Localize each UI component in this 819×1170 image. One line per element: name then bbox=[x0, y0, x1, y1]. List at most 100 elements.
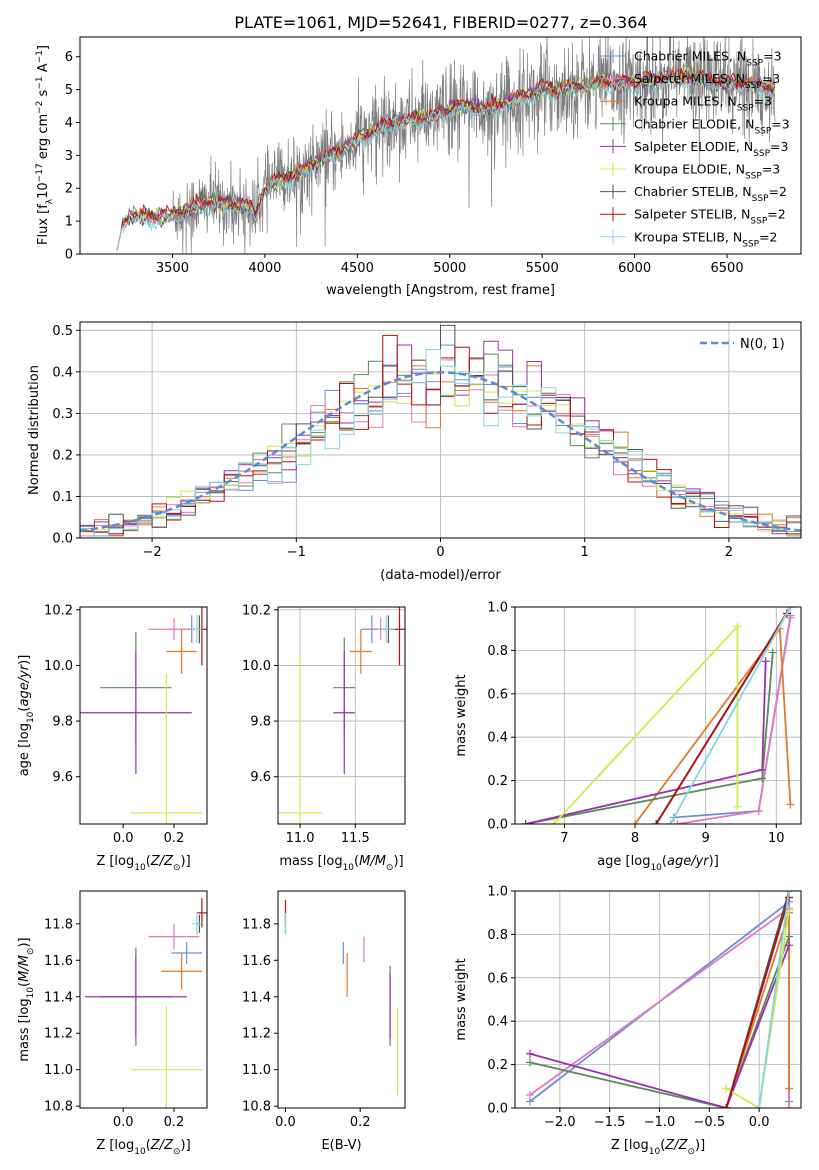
y-tick-label: 2 bbox=[65, 182, 73, 197]
x-tick-label: −1.0 bbox=[644, 1115, 676, 1130]
errorbar-point bbox=[130, 1005, 202, 1108]
label-part: Kroupa STELIB, N bbox=[634, 229, 742, 244]
legend-entry: Chabrier STELIB, NSSP=2 bbox=[634, 184, 787, 204]
y-axis-label: age [log10(age/yr)] bbox=[17, 655, 36, 777]
label-part: age/yr bbox=[667, 854, 710, 869]
label-part: Salpeter ELODIE, N bbox=[634, 139, 753, 154]
y-tick-label: 1 bbox=[65, 215, 73, 230]
label-part: −17 bbox=[35, 163, 45, 182]
y-tick-label: 3 bbox=[65, 149, 73, 164]
y-tick-label: 0.0 bbox=[487, 1102, 508, 1117]
legend-entry: Salpeter STELIB, NSSP=2 bbox=[634, 207, 786, 227]
residual-histogram-step bbox=[80, 334, 801, 535]
y-tick-label: 9.8 bbox=[250, 715, 271, 730]
label-part: 10 bbox=[36, 182, 51, 199]
weight-series-line bbox=[529, 936, 790, 1108]
label-part: SSP bbox=[742, 239, 759, 249]
y-tick-label: 10.8 bbox=[242, 1100, 271, 1115]
errorbar-point bbox=[349, 629, 372, 674]
y-tick-label: 11.4 bbox=[44, 990, 73, 1005]
y-tick-label: 4 bbox=[65, 116, 73, 131]
label-part: ] bbox=[36, 45, 51, 50]
y-tick-label: 0.0 bbox=[487, 818, 508, 833]
label-part: )] bbox=[181, 854, 191, 869]
y-tick-label: 10.0 bbox=[44, 659, 73, 674]
y-tick-label: 11.4 bbox=[242, 990, 271, 1005]
label-part: )] bbox=[181, 1138, 191, 1153]
x-tick-label: 10 bbox=[768, 831, 785, 846]
weight-series-line bbox=[758, 891, 790, 1108]
axes-mass_vs_ebv: 0.0 0.2 10.8 11.0 11.2 11.4 11.6 11.8 E(B-V) bbox=[242, 890, 406, 1153]
y-tick-label: 0.2 bbox=[52, 448, 73, 463]
weight-series-line bbox=[525, 661, 767, 824]
plot-area bbox=[116, 37, 776, 254]
label-part: SSP bbox=[745, 172, 762, 182]
legend-entry: N(0, 1) bbox=[740, 337, 785, 352]
x-tick-label: 4500 bbox=[341, 261, 374, 276]
errorbar-point bbox=[191, 615, 202, 644]
y-axis-label: mass [log10(M/M⊙)] bbox=[17, 937, 36, 1061]
weight-marker bbox=[673, 820, 682, 824]
y-tick-label: 11.8 bbox=[242, 917, 271, 932]
label-part: ⊙ bbox=[26, 948, 36, 956]
label-part: ( bbox=[146, 1138, 151, 1153]
plot-area bbox=[80, 607, 207, 824]
label-part: −1 bbox=[35, 50, 45, 63]
x-tick-label: 11.0 bbox=[286, 831, 315, 846]
label-part: =2 bbox=[767, 207, 785, 222]
label-part: 10 bbox=[134, 863, 146, 873]
label-part: 10 bbox=[649, 1147, 661, 1157]
label-part: Z/Z bbox=[664, 1138, 688, 1153]
x-tick-label: 9 bbox=[702, 831, 710, 846]
x-tick-label: 5500 bbox=[526, 261, 559, 276]
x-tick-label: 1 bbox=[581, 545, 589, 560]
label-part: ⊙ bbox=[386, 863, 394, 873]
errorbar-point bbox=[85, 956, 187, 1037]
axes-weight_vs_Z: −2.0 −1.5 −1.0 −0.5 0.0 0.0 0.2 0.4 0.6 0.8 1.0 Z [… bbox=[454, 885, 802, 1157]
y-tick-label: 0.5 bbox=[52, 324, 73, 339]
y-tick-label: 10.2 bbox=[242, 603, 271, 618]
x-tick-label: 0.0 bbox=[113, 1115, 134, 1130]
y-tick-label: 6 bbox=[65, 50, 73, 65]
axes-frame bbox=[277, 606, 406, 825]
x-tick-label: 4000 bbox=[248, 261, 281, 276]
weight-marker bbox=[722, 1104, 731, 1108]
weight-marker bbox=[549, 820, 558, 824]
weight-series-line bbox=[553, 624, 739, 824]
weight-marker bbox=[652, 820, 661, 824]
weight-marker bbox=[521, 820, 530, 824]
weight-marker bbox=[761, 657, 770, 666]
plot-area bbox=[85, 898, 207, 1108]
x-tick-label: 0.2 bbox=[164, 1115, 185, 1130]
x-tick-label: 7 bbox=[560, 831, 568, 846]
x-axis-label: wavelength [Angstrom, rest frame] bbox=[326, 283, 555, 298]
axes-age_vs_Z: 0.0 0.29.69.810.010.2Z [log10(Z/Z⊙)]age [… bbox=[17, 603, 208, 873]
x-tick-label: 6500 bbox=[711, 261, 744, 276]
weight-marker bbox=[733, 802, 742, 811]
x-tick-label: −2.0 bbox=[544, 1115, 576, 1130]
label-part: Chabrier ELODIE, N bbox=[634, 116, 754, 131]
label-part: Z/Z bbox=[150, 1138, 174, 1153]
weight-marker bbox=[786, 613, 795, 622]
label-part: =2 bbox=[759, 229, 777, 244]
label-part: Salpeter STELIB, N bbox=[634, 207, 750, 222]
y-tick-label: 5 bbox=[65, 83, 73, 98]
y-tick-label: 0 bbox=[65, 248, 73, 263]
x-axis-label: mass [log10(M/M⊙)] bbox=[279, 854, 403, 873]
errorbar-point bbox=[196, 898, 207, 928]
label-part: )] bbox=[695, 1138, 705, 1153]
y-tick-label: 0.4 bbox=[52, 365, 73, 380]
label-part: =3 bbox=[763, 49, 781, 64]
x-tick-label: 2 bbox=[725, 545, 733, 560]
x-axis-label: age [log10(age/yr)] bbox=[597, 854, 719, 873]
legend-entry: Kroupa STELIB, NSSP=2 bbox=[634, 229, 778, 249]
legend-entry: Salpeter ELODIE, NSSP=3 bbox=[634, 139, 788, 159]
errorbar-point bbox=[161, 953, 202, 990]
y-tick-label: 0.1 bbox=[52, 490, 73, 505]
axes-layer: 3500 4000 4500 5000 5500 6000 6500 0 1 2 3 4 5 6 wavel… bbox=[17, 36, 802, 1157]
label-part: SSP bbox=[737, 104, 754, 114]
axes-frame bbox=[514, 890, 802, 1109]
errorbar-point bbox=[278, 654, 323, 824]
legend-entry: Salpeter MILES, NSSP=3 bbox=[634, 71, 780, 91]
